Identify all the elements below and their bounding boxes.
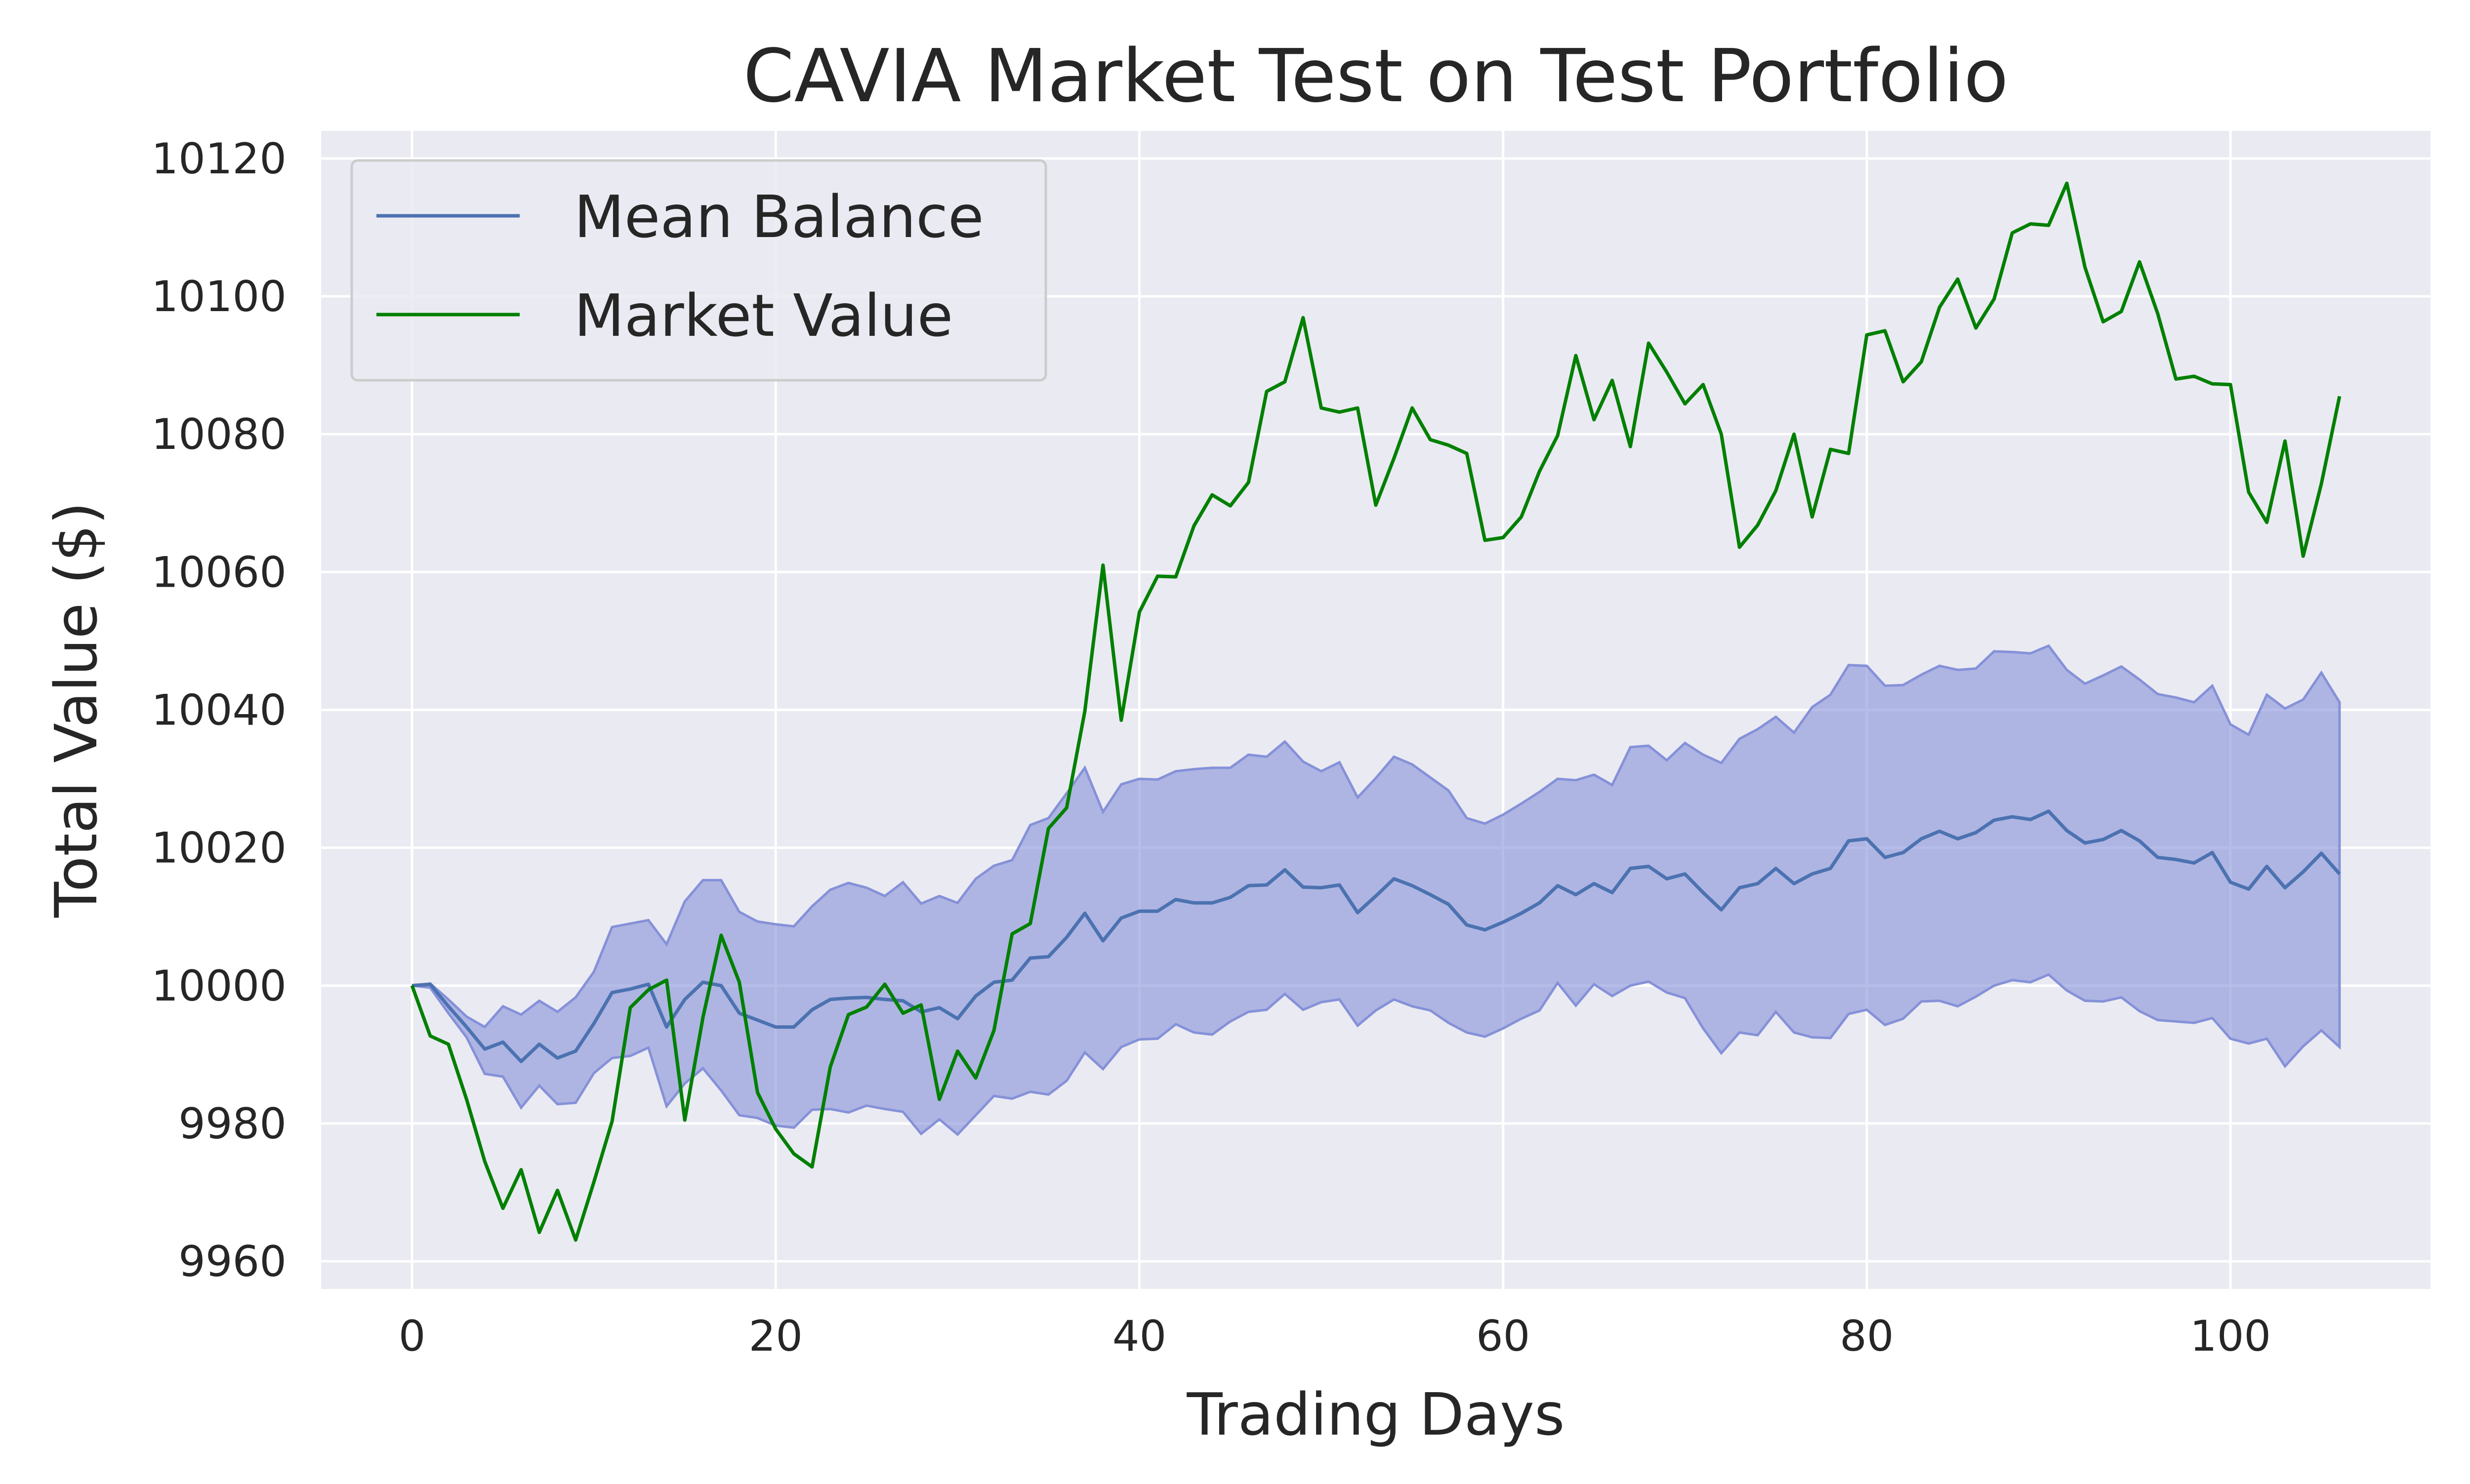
legend-box (350, 159, 1047, 382)
legend: Mean Balance Market Value (350, 159, 1047, 382)
mean-balance-range-band (412, 644, 2341, 1136)
x-tick-label: 0 (399, 1312, 426, 1361)
x-axis-label: Trading Days (1187, 1380, 1565, 1448)
legend-label-mean-balance: Mean Balance (574, 183, 984, 251)
x-axis-ticks: 0 20 40 60 80 100 (399, 1312, 2271, 1361)
y-tick-label: 10100 (151, 272, 287, 321)
x-tick-label: 40 (1112, 1312, 1166, 1361)
y-tick-label: 10060 (151, 548, 287, 597)
series-line-mean-balance (412, 809, 2341, 1063)
y-axis-ticks: 9960 9980 10000 10020 10040 10060 10080 10100 10… (151, 134, 287, 1286)
y-tick-label: 10020 (151, 824, 287, 873)
x-tick-label: 80 (1840, 1312, 1894, 1361)
series-line-market-value (410, 181, 2342, 1242)
y-tick-label: 9980 (178, 1099, 287, 1149)
series-layer (410, 181, 2342, 1242)
y-tick-label: 9960 (178, 1237, 287, 1286)
y-tick-label: 10080 (151, 410, 287, 459)
y-tick-label: 10040 (151, 686, 287, 735)
confidence-band-layer (412, 644, 2341, 1136)
x-tick-label: 100 (2190, 1312, 2271, 1361)
legend-label-market-value: Market Value (574, 281, 953, 350)
grid-lines (321, 131, 2430, 1289)
y-axis-label: Total Value ($) (42, 502, 110, 918)
y-tick-label: 10000 (151, 962, 287, 1011)
chart-title: CAVIA Market Test on Test Portfolio (743, 34, 2008, 119)
x-tick-label: 60 (1476, 1312, 1530, 1361)
y-tick-label: 10120 (151, 134, 287, 184)
x-tick-label: 20 (749, 1312, 803, 1361)
